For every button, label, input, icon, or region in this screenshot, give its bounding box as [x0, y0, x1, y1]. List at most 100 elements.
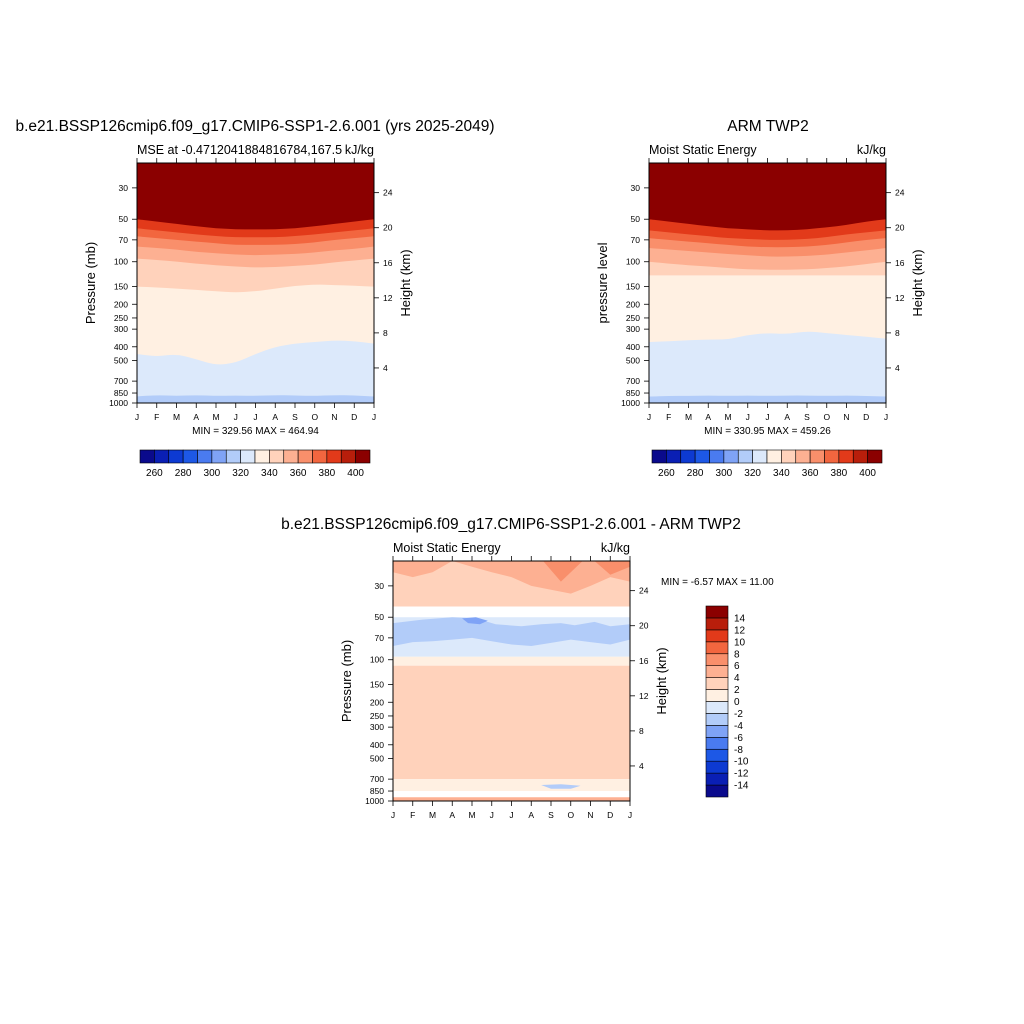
height-tick-label: 12: [895, 293, 905, 303]
colorbar-swatch: [269, 449, 285, 464]
colorbar-swatch: [240, 449, 256, 464]
y-axis-label-right: Height (km): [910, 249, 925, 316]
y-tick-label: 50: [631, 214, 641, 224]
contour-band-320: [649, 395, 886, 403]
colorbar-swatch: [705, 737, 729, 750]
colorbar-swatch: [705, 677, 729, 690]
colorbar-label: 320: [744, 468, 761, 479]
min-max-stats: MIN = 330.95 MAX = 459.26: [704, 426, 831, 437]
x-tick-label: J: [884, 412, 888, 422]
contour-field: [137, 163, 374, 403]
height-tick-label: 20: [383, 223, 393, 233]
colorbar-swatch: [705, 784, 729, 798]
colorbar-label: 280: [687, 468, 704, 479]
y-axis-label-right: Height (km): [654, 647, 669, 714]
colorbar-swatch: [225, 449, 241, 464]
x-tick-label: N: [587, 810, 593, 820]
y-tick-label: 100: [626, 257, 640, 267]
colorbar-swatch: [737, 449, 753, 464]
colorbar-swatch: [752, 449, 768, 464]
colorbar: 260 280 300 320 340 360 380 400: [139, 449, 371, 479]
height-tick-label: 20: [895, 223, 905, 233]
colorbar-swatch: [355, 449, 371, 464]
x-tick-label: O: [823, 412, 830, 422]
chart-panel-3: J F M A M J J A S O N D J305070100150200250300400500…: [281, 516, 774, 820]
colorbar-swatch: [838, 449, 854, 464]
colorbar-swatch: [182, 449, 198, 464]
y-tick-label: 700: [114, 376, 128, 386]
height-tick-label: 4: [639, 761, 644, 771]
y-tick-label: 1000: [621, 398, 640, 408]
colorbar-swatch: [283, 449, 299, 464]
height-tick-label: 12: [639, 691, 649, 701]
x-tick-label: N: [331, 412, 337, 422]
x-tick-label: J: [135, 412, 139, 422]
colorbar-label: 0: [734, 697, 740, 708]
x-tick-label: J: [647, 412, 651, 422]
x-tick-label: M: [173, 412, 180, 422]
min-max-stats: MIN = -6.57 MAX = 11.00: [661, 577, 774, 588]
x-tick-label: J: [509, 810, 513, 820]
colorbar-label: 8: [734, 649, 740, 660]
colorbar-swatch: [326, 449, 342, 464]
colorbar-swatch: [705, 772, 729, 786]
height-tick-label: 24: [639, 586, 649, 596]
y-tick-label: 100: [370, 655, 384, 665]
y-tick-label: 200: [114, 299, 128, 309]
region-14: [594, 561, 630, 575]
y-tick-label: 1000: [109, 398, 128, 408]
colorbar-swatch: [709, 449, 725, 464]
colorbar-label: -4: [734, 721, 743, 732]
x-tick-label: A: [193, 412, 199, 422]
y-axis-label: Pressure (mb): [339, 640, 354, 722]
colorbar-swatch: [312, 449, 328, 464]
y-tick-label: 150: [114, 282, 128, 292]
y-tick-label: 30: [375, 581, 385, 591]
region-10: [541, 784, 581, 789]
colorbar: 260 280 300 320 340 360 380 400: [651, 449, 883, 479]
x-tick-label: D: [351, 412, 357, 422]
colorbar-label: 400: [859, 468, 876, 479]
colorbar-label: -6: [734, 733, 743, 744]
colorbar-swatch: [705, 689, 729, 702]
x-tick-label: M: [724, 412, 731, 422]
colorbar-swatch: [666, 449, 682, 464]
colorbar-swatch: [154, 449, 170, 464]
x-tick-label: M: [212, 412, 219, 422]
colorbar-swatch: [694, 449, 710, 464]
y-tick-label: 500: [626, 355, 640, 365]
colorbar-swatch: [211, 449, 227, 464]
y-tick-label: 50: [119, 214, 129, 224]
region-5: [393, 656, 630, 666]
x-tick-label: F: [410, 810, 415, 820]
colorbar-swatch: [852, 449, 868, 464]
x-tick-label: J: [391, 810, 395, 820]
x-tick-label: J: [628, 810, 632, 820]
x-tick-label: J: [372, 412, 376, 422]
colorbar-swatch: [705, 760, 729, 774]
min-max-stats: MIN = 329.56 MAX = 464.94: [192, 426, 319, 437]
colorbar-label: 260: [658, 468, 675, 479]
x-tick-label: M: [685, 412, 692, 422]
x-tick-label: A: [449, 810, 455, 820]
left-string: MSE at -0.4712041884816784,167.5: [137, 143, 342, 157]
colorbar-swatch: [340, 449, 356, 464]
colorbar-swatch: [139, 449, 155, 464]
height-tick-label: 4: [383, 363, 388, 373]
x-tick-label: F: [666, 412, 671, 422]
colorbar-label: 300: [204, 468, 221, 479]
colorbar-swatch: [197, 449, 213, 464]
colorbar-swatch: [705, 665, 729, 678]
y-tick-label: 700: [626, 376, 640, 386]
x-tick-label: A: [705, 412, 711, 422]
y-tick-label: 500: [370, 753, 384, 763]
y-tick-label: 200: [626, 299, 640, 309]
y-tick-label: 70: [631, 235, 641, 245]
y-tick-label: 400: [626, 342, 640, 352]
x-tick-label: J: [490, 810, 494, 820]
colorbar-swatch: [705, 653, 729, 666]
colorbar-label: 260: [146, 468, 163, 479]
colorbar-label: 12: [734, 625, 746, 636]
chart-title: ARM TWP2: [727, 118, 809, 135]
